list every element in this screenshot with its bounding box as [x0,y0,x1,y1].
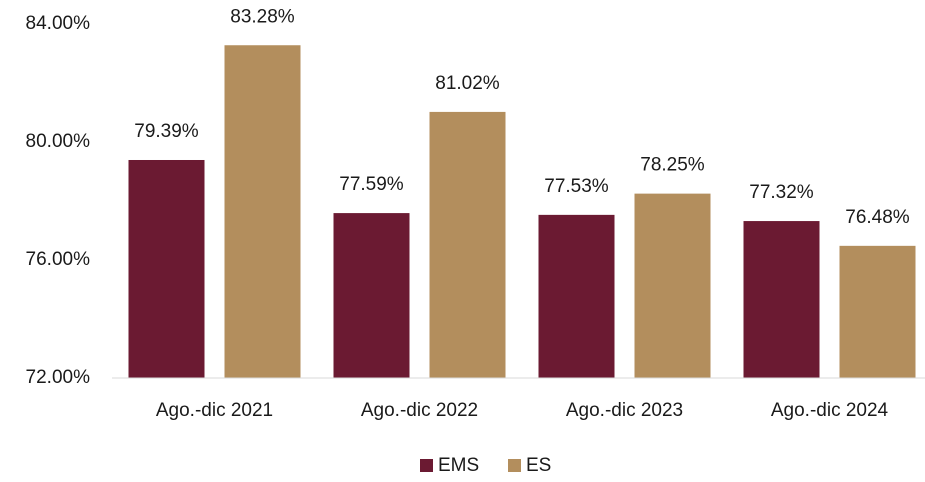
value-label: 76.48% [845,207,910,228]
value-label: 77.32% [749,182,814,203]
legend-label: ES [526,455,551,476]
value-label: 78.25% [640,155,705,176]
value-label: 81.02% [435,73,500,94]
bar [839,245,916,378]
x-tick-label: Ago.-dic 2022 [361,400,478,421]
bar [538,214,615,378]
y-tick-label: 84.00% [26,13,91,34]
x-tick-label: Ago.-dic 2024 [771,400,889,421]
y-tick-label: 72.00% [26,367,91,388]
legend-swatch [420,459,433,472]
legend-swatch [508,459,521,472]
bar [333,213,410,378]
bar [634,193,711,378]
value-label: 83.28% [230,6,295,27]
bar [128,159,205,378]
value-label: 79.39% [134,121,199,142]
bar [224,45,301,379]
y-tick-label: 76.00% [26,249,91,270]
x-tick-label: Ago.-dic 2023 [566,400,683,421]
bar [429,111,506,378]
legend-label: EMS [438,455,479,476]
value-label: 77.59% [339,174,404,195]
bar [743,221,820,378]
x-tick-label: Ago.-dic 2021 [156,400,273,421]
value-label: 77.53% [544,176,609,197]
y-tick-label: 80.00% [26,131,91,152]
